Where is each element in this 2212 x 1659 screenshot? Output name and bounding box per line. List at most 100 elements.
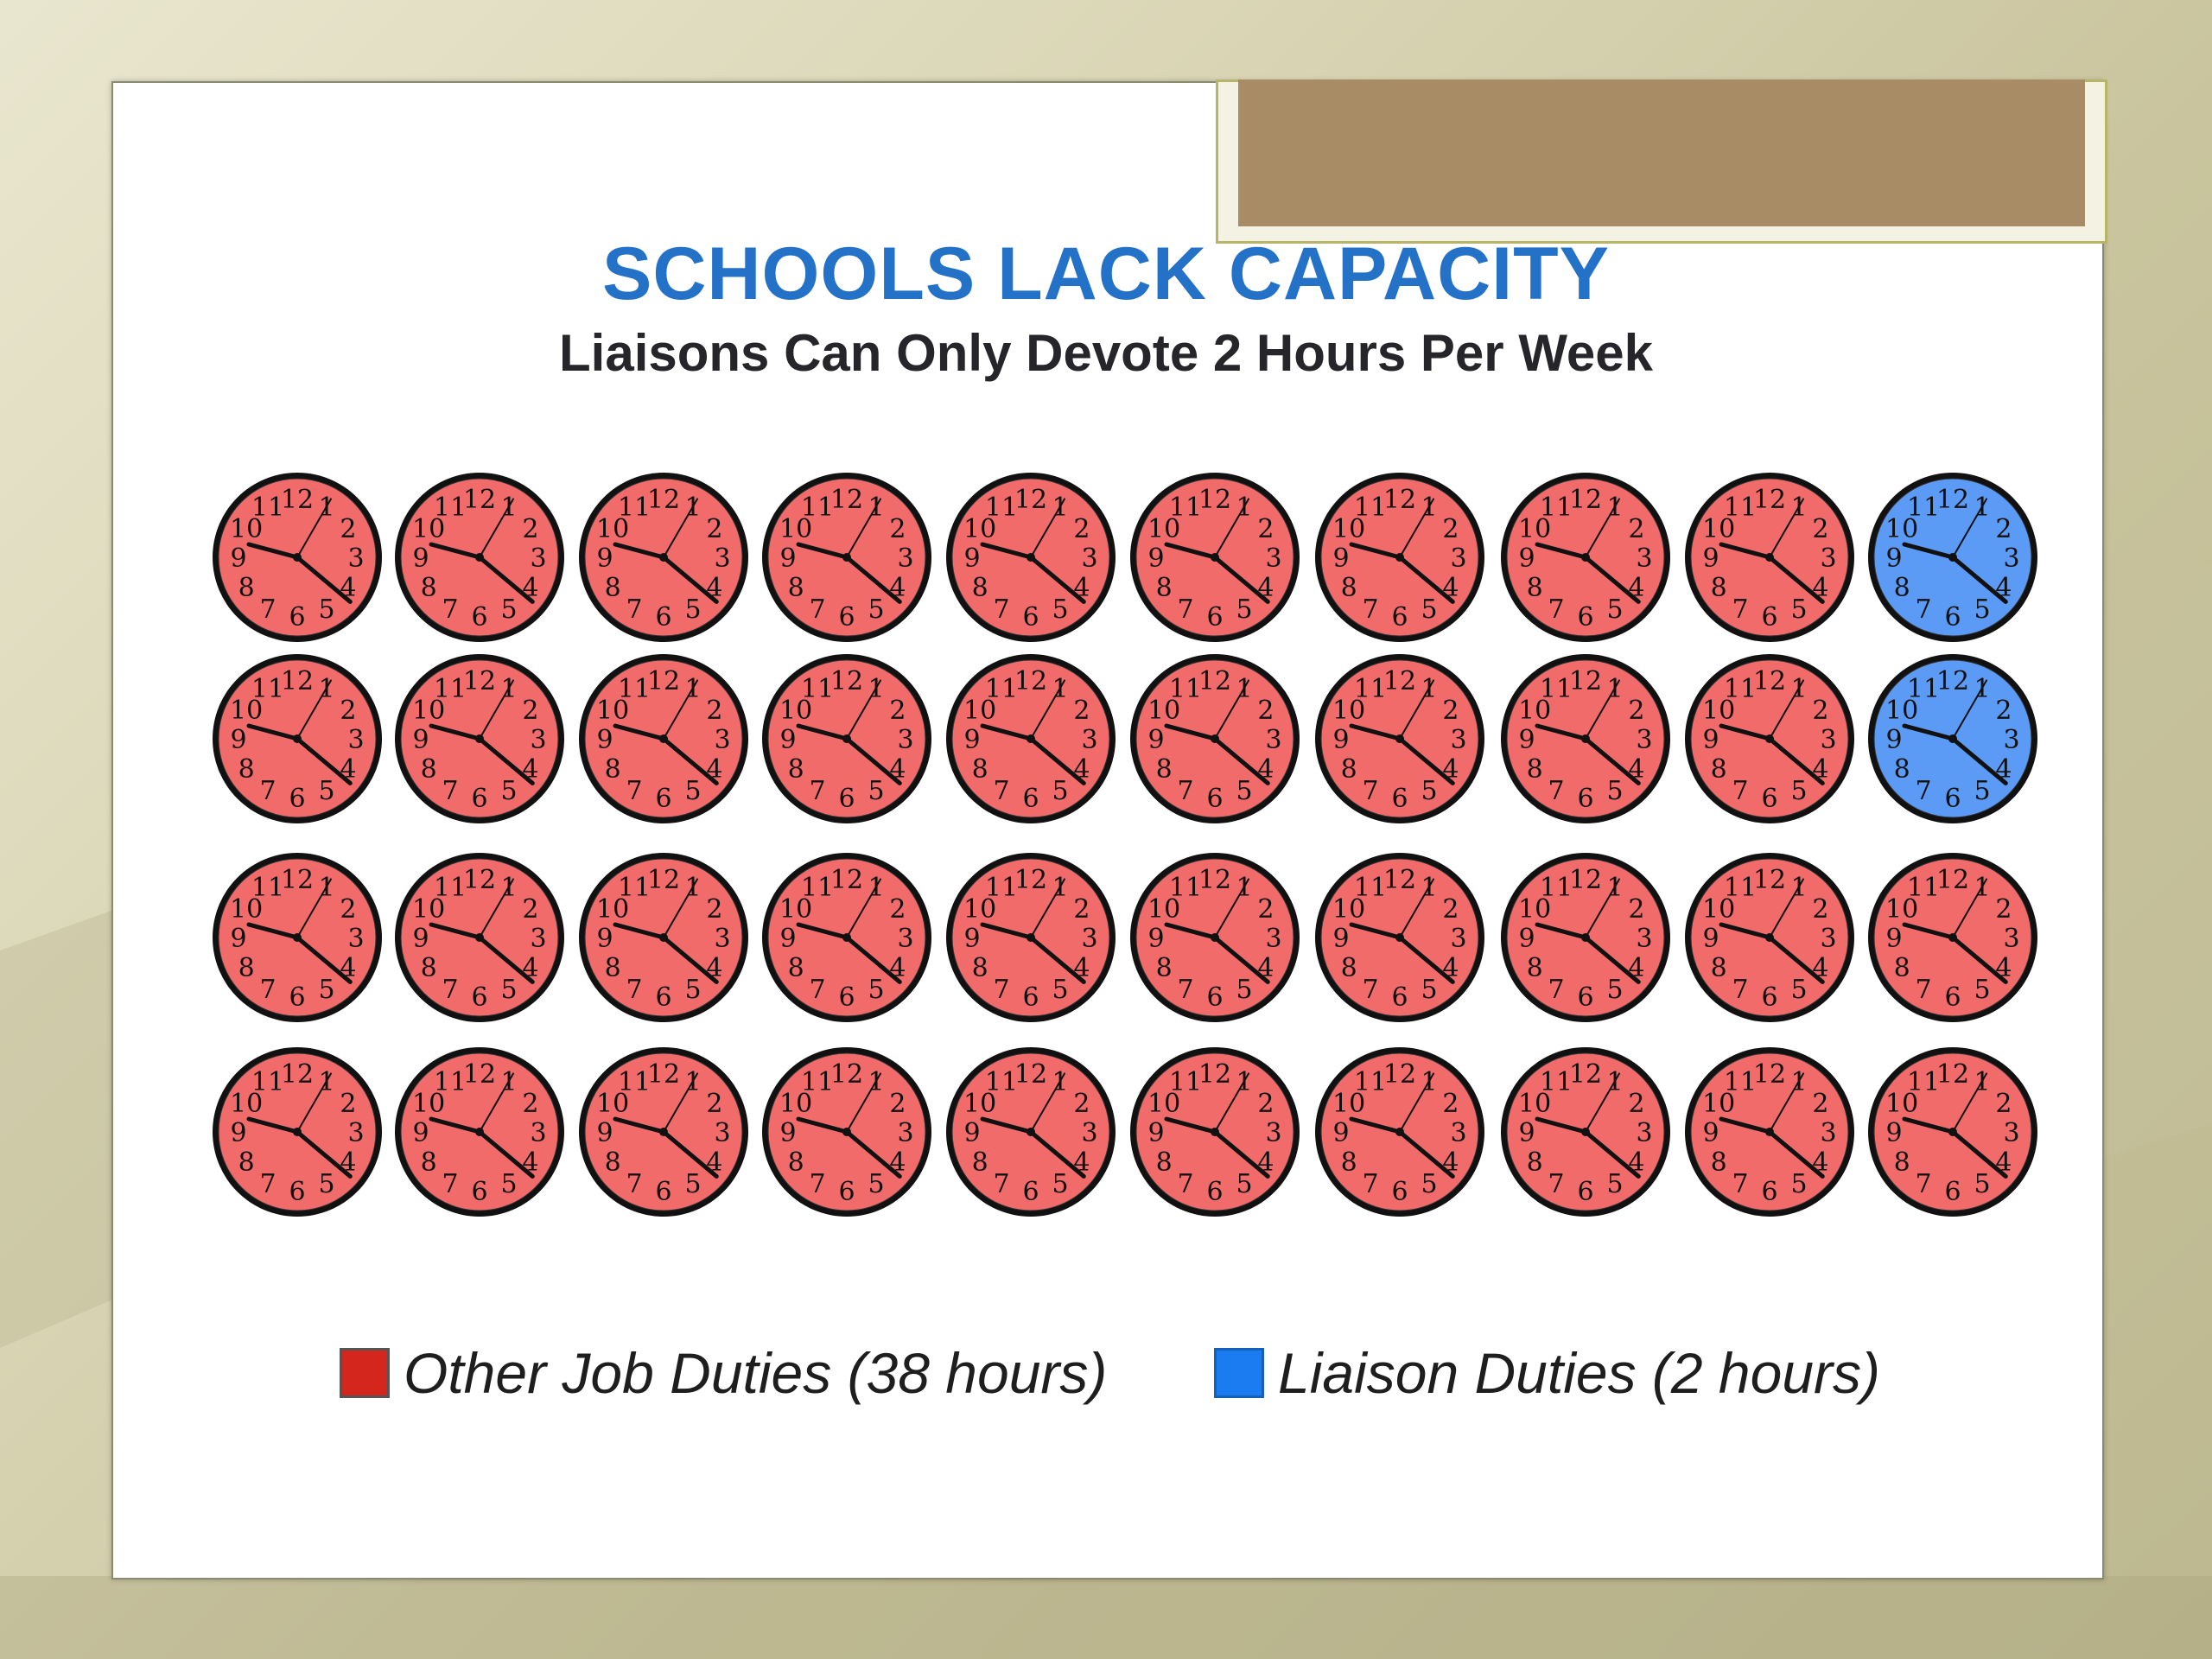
svg-text:5: 5	[318, 975, 334, 1005]
svg-text:10: 10	[1885, 514, 1918, 544]
svg-text:2: 2	[1442, 514, 1459, 544]
svg-text:5: 5	[1974, 975, 1990, 1005]
svg-text:3: 3	[897, 543, 913, 574]
svg-text:3: 3	[347, 924, 364, 954]
svg-text:6: 6	[1761, 1177, 1777, 1207]
svg-text:5: 5	[1974, 1169, 1990, 1199]
svg-text:7: 7	[259, 1169, 276, 1199]
svg-text:9: 9	[230, 1118, 246, 1148]
svg-text:7: 7	[1732, 1169, 1748, 1199]
svg-text:11: 11	[251, 674, 284, 704]
svg-text:2: 2	[1257, 1089, 1274, 1119]
svg-text:11: 11	[985, 674, 1018, 704]
svg-text:7: 7	[442, 1169, 458, 1199]
clock-icon-other: 121234567891011	[1868, 1047, 2037, 1217]
svg-text:7: 7	[1362, 975, 1378, 1005]
svg-text:10: 10	[1332, 894, 1365, 925]
clock-icon-other: 121234567891011	[762, 1047, 931, 1217]
svg-text:10: 10	[779, 894, 812, 925]
svg-text:12: 12	[1569, 485, 1602, 515]
svg-text:10: 10	[1518, 514, 1551, 544]
svg-text:10: 10	[963, 1089, 996, 1119]
clock-icon-other: 121234567891011	[579, 1047, 748, 1217]
svg-text:5: 5	[1236, 975, 1252, 1005]
svg-text:7: 7	[809, 1169, 825, 1199]
svg-text:6: 6	[1022, 982, 1039, 1013]
svg-text:5: 5	[684, 594, 701, 625]
svg-text:5: 5	[500, 1169, 517, 1199]
svg-text:11: 11	[1354, 873, 1387, 903]
svg-text:5: 5	[1236, 1169, 1252, 1199]
svg-text:5: 5	[1236, 776, 1252, 806]
svg-text:2: 2	[522, 894, 538, 925]
svg-text:5: 5	[868, 1169, 884, 1199]
svg-text:8: 8	[1894, 754, 1910, 785]
svg-text:3: 3	[347, 725, 364, 755]
svg-text:6: 6	[1391, 982, 1408, 1013]
svg-text:9: 9	[963, 1118, 980, 1148]
svg-text:6: 6	[1391, 784, 1408, 814]
svg-text:10: 10	[1885, 894, 1918, 925]
svg-text:7: 7	[1548, 975, 1564, 1005]
svg-text:10: 10	[779, 1089, 812, 1119]
svg-text:10: 10	[412, 696, 445, 726]
svg-text:2: 2	[1442, 894, 1459, 925]
svg-text:3: 3	[1450, 725, 1466, 755]
svg-text:6: 6	[838, 982, 855, 1013]
svg-text:11: 11	[1907, 674, 1940, 704]
legend-item-other: Other Job Duties (38 hours)	[340, 1336, 1107, 1410]
svg-text:11: 11	[1540, 493, 1573, 523]
svg-text:7: 7	[626, 594, 642, 625]
svg-text:5: 5	[1606, 975, 1623, 1005]
svg-text:12: 12	[647, 865, 680, 895]
svg-text:11: 11	[618, 873, 651, 903]
svg-text:11: 11	[1354, 674, 1387, 704]
svg-text:8: 8	[1711, 754, 1727, 785]
svg-text:12: 12	[463, 666, 496, 696]
svg-text:11: 11	[1540, 1067, 1573, 1097]
svg-text:8: 8	[1711, 573, 1727, 603]
svg-text:12: 12	[1198, 865, 1231, 895]
svg-text:12: 12	[1198, 1059, 1231, 1090]
svg-text:3: 3	[714, 543, 730, 574]
svg-text:11: 11	[1354, 1067, 1387, 1097]
svg-text:7: 7	[626, 1169, 642, 1199]
svg-text:7: 7	[1548, 594, 1564, 625]
svg-text:8: 8	[1711, 1147, 1727, 1178]
svg-text:6: 6	[1206, 982, 1223, 1013]
svg-text:8: 8	[1156, 1147, 1173, 1178]
svg-text:8: 8	[1527, 953, 1543, 983]
svg-text:10: 10	[1147, 696, 1180, 726]
svg-text:3: 3	[530, 543, 546, 574]
svg-text:2: 2	[889, 514, 906, 544]
svg-text:5: 5	[1421, 594, 1437, 625]
svg-text:11: 11	[618, 674, 651, 704]
svg-text:2: 2	[1257, 894, 1274, 925]
svg-text:2: 2	[706, 514, 722, 544]
svg-text:9: 9	[596, 725, 613, 755]
svg-text:9: 9	[963, 725, 980, 755]
svg-text:9: 9	[779, 1118, 796, 1148]
svg-text:8: 8	[788, 1147, 804, 1178]
svg-text:6: 6	[289, 784, 305, 814]
svg-text:5: 5	[1606, 776, 1623, 806]
svg-text:11: 11	[1169, 493, 1202, 523]
svg-text:7: 7	[1732, 594, 1748, 625]
svg-text:5: 5	[1790, 776, 1807, 806]
svg-text:7: 7	[442, 975, 458, 1005]
svg-text:11: 11	[985, 1067, 1018, 1097]
svg-text:2: 2	[1995, 1089, 2012, 1119]
svg-text:5: 5	[868, 975, 884, 1005]
svg-text:5: 5	[1790, 1169, 1807, 1199]
svg-text:11: 11	[985, 873, 1018, 903]
svg-text:12: 12	[1569, 865, 1602, 895]
svg-text:7: 7	[626, 776, 642, 806]
svg-text:12: 12	[463, 865, 496, 895]
svg-text:6: 6	[1761, 784, 1777, 814]
legend-label-other: Other Job Duties (38 hours)	[404, 1341, 1108, 1405]
clock-icon-liaison: 121234567891011	[1868, 473, 2037, 642]
svg-text:12: 12	[1753, 865, 1786, 895]
svg-text:12: 12	[1936, 1059, 1969, 1090]
svg-text:3: 3	[1450, 1118, 1466, 1148]
